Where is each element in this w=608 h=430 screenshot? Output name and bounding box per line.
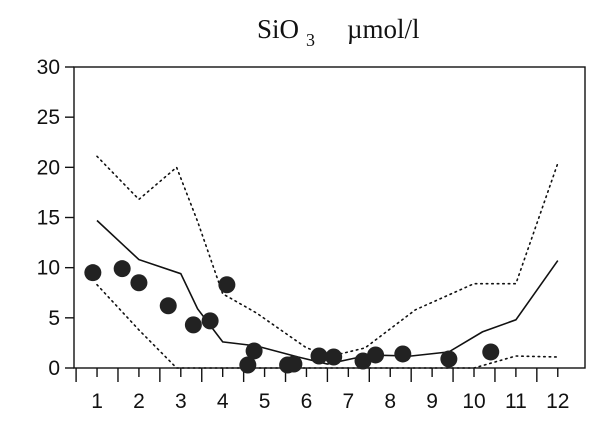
data-point xyxy=(285,355,303,373)
title-chem: SiO xyxy=(257,14,299,44)
x-tick-label: 6 xyxy=(301,390,313,413)
data-point xyxy=(159,297,177,315)
x-tick-label: 7 xyxy=(343,390,355,413)
x-tick-label: 12 xyxy=(546,390,569,413)
data-point xyxy=(218,276,236,294)
data-point xyxy=(113,260,131,278)
data-point xyxy=(440,350,458,368)
data-point xyxy=(245,342,263,360)
y-tick-label: 10 xyxy=(37,257,60,280)
scatter-points xyxy=(84,260,500,374)
upper-bound-line xyxy=(96,155,559,357)
data-point xyxy=(310,347,328,365)
x-tick-label: 1 xyxy=(91,390,103,413)
x-tick-label: 2 xyxy=(133,390,145,413)
chart-title: SiO 3 µmol/l xyxy=(257,14,420,50)
data-point xyxy=(482,343,500,361)
x-tick-label: 3 xyxy=(175,390,187,413)
title-subscript: 3 xyxy=(306,30,315,50)
title-unit: µmol/l xyxy=(347,14,420,44)
data-point xyxy=(367,346,385,364)
series-lines xyxy=(96,155,559,369)
data-point xyxy=(84,264,102,282)
y-tick-label: 20 xyxy=(37,156,60,179)
y-tick-label: 25 xyxy=(37,106,60,129)
x-tick-label: 5 xyxy=(259,390,271,413)
data-point xyxy=(325,348,343,366)
data-point xyxy=(394,345,412,363)
x-tick-label: 8 xyxy=(384,390,396,413)
y-tick-label: 15 xyxy=(37,207,60,230)
x-tick-label: 9 xyxy=(426,390,438,413)
data-point xyxy=(184,316,202,334)
data-point xyxy=(239,356,257,374)
x-tick-label: 11 xyxy=(505,390,527,413)
y-tick-label: 30 xyxy=(37,56,60,79)
y-tick-label: 5 xyxy=(48,307,60,330)
data-point xyxy=(354,352,372,370)
lower-bound-line xyxy=(96,283,559,369)
data-point xyxy=(201,312,219,330)
x-tick-label: 4 xyxy=(217,390,229,413)
mean-line xyxy=(96,219,559,365)
x-tick-label: 10 xyxy=(462,390,485,413)
data-point xyxy=(130,274,148,292)
y-tick-label: 0 xyxy=(48,357,60,380)
